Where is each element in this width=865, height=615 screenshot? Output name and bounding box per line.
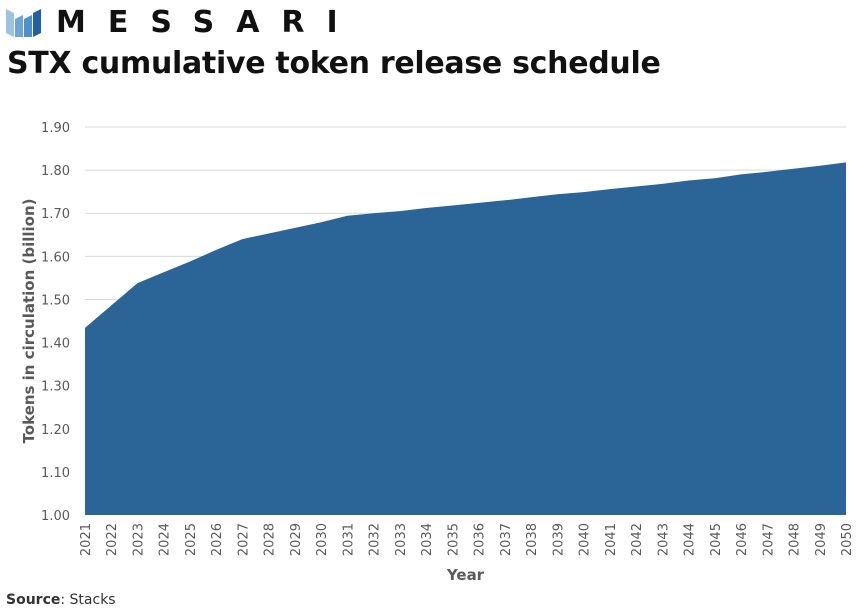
x-tick-label: 2050 <box>840 523 855 556</box>
x-tick-label: 2027 <box>236 523 251 556</box>
x-tick-label: 2039 <box>551 523 566 556</box>
x-tick-label: 2042 <box>630 523 645 556</box>
x-tick-label: 2047 <box>761 523 776 556</box>
y-tick-label: 1.30 <box>41 380 70 395</box>
x-tick-label: 2043 <box>656 523 671 556</box>
x-tick-label: 2048 <box>788 523 803 556</box>
x-tick-label: 2030 <box>315 523 330 556</box>
x-tick-label: 2023 <box>131 523 146 556</box>
y-tick-label: 1.20 <box>41 423 70 438</box>
x-tick-label: 2041 <box>604 523 619 556</box>
x-tick-label: 2036 <box>473 523 488 556</box>
x-tick-label: 2037 <box>499 523 514 556</box>
x-tick-label: 2031 <box>341 523 356 556</box>
x-tick-label: 2033 <box>394 523 409 556</box>
x-tick-label: 2022 <box>105 523 120 556</box>
x-tick-label: 2025 <box>184 523 199 556</box>
x-tick-label: 2026 <box>210 523 225 556</box>
y-tick-label: 1.00 <box>41 509 70 524</box>
x-tick-label: 2035 <box>446 523 461 556</box>
messari-logo-icon <box>6 9 41 37</box>
y-tick-label: 1.50 <box>41 293 70 308</box>
y-tick-label: 1.90 <box>41 121 70 136</box>
y-tick-label: 1.70 <box>41 207 70 222</box>
area-chart: 1.00 1.10 1.20 1.30 1.40 1.50 1.60 1.70 1.80 1.90… <box>20 121 855 584</box>
area-series <box>85 162 846 515</box>
x-tick-label: 2028 <box>263 523 278 556</box>
source-label: Source <box>6 592 61 608</box>
x-tick-label: 2032 <box>368 523 383 556</box>
y-axis-title: Tokens in circulation (billion) <box>20 199 38 444</box>
x-tick-label: 2021 <box>79 523 94 556</box>
source-value: : Stacks <box>60 592 116 608</box>
x-tick-label: 2040 <box>578 523 593 556</box>
x-tick-label: 2045 <box>709 523 724 556</box>
x-tick-label: 2044 <box>683 523 698 556</box>
chart-title: STX cumulative token release schedule <box>7 46 661 81</box>
messari-logo: MESSARI <box>6 5 360 41</box>
y-tick-label: 1.40 <box>41 337 70 352</box>
y-tick-label: 1.10 <box>41 466 70 481</box>
x-tick-label: 2038 <box>525 523 540 556</box>
x-tick-label: 2046 <box>735 523 750 556</box>
y-tick-label: 1.80 <box>41 164 70 179</box>
x-tick-label: 2034 <box>420 523 435 556</box>
brand-name: MESSARI <box>56 5 360 40</box>
x-tick-label: 2049 <box>814 523 829 556</box>
source-note: Source: Stacks <box>6 592 116 608</box>
y-tick-label: 1.60 <box>41 250 70 265</box>
x-axis-title: Year <box>446 566 485 584</box>
x-tick-label: 2024 <box>158 523 173 556</box>
x-tick-label: 2029 <box>289 523 304 556</box>
